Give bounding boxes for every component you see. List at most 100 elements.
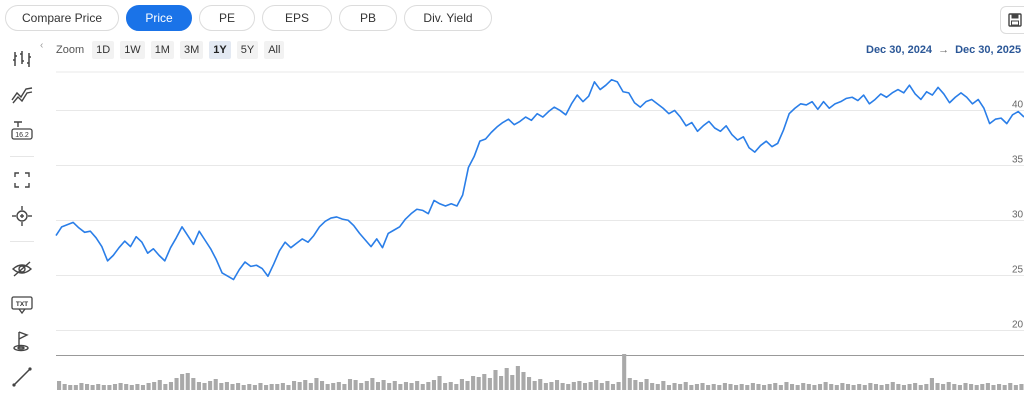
price-label-button[interactable]: 16.2 [6,115,38,147]
volume-bar [901,385,906,390]
volume-bar [431,380,436,390]
volume-bar [868,383,873,390]
volume-bar [476,377,481,390]
zoom-crosshair-icon [12,206,32,226]
zoom-3m-button[interactable]: 3M [179,41,204,59]
volume-bar [644,379,649,390]
volume-bar [806,384,811,390]
volume-bar [286,385,291,390]
volume-bar [985,383,990,390]
volume-bar [929,378,934,390]
volume-bar [594,380,599,390]
save-icon [1008,13,1022,27]
volume-bar [219,383,224,390]
text-annotation-button[interactable]: TXT [6,289,38,321]
volume-bar [62,384,67,390]
volume-bar [510,375,515,390]
volume-bar [79,383,84,390]
volume-bar [129,385,134,390]
volume-bar [482,374,487,390]
line-tool-button[interactable] [6,361,38,393]
volume-bar [359,383,364,390]
volume-bar [135,384,140,390]
volume-bar [224,382,229,390]
tab-div-yield[interactable]: Div. Yield [404,5,492,31]
volume-bar [969,384,974,390]
price-line[interactable] [55,78,1024,281]
volume-bar [314,378,319,390]
volume-bar [57,381,62,390]
volume-bar [387,383,392,390]
volume-bar [711,384,716,390]
hide-drawings-button[interactable] [6,253,38,285]
price-label-text: 16.2 [15,132,29,139]
volume-bar [185,373,190,390]
volume-bar [566,384,571,390]
volume-bar [661,381,666,390]
volume-bar [767,384,772,390]
tab-pb[interactable]: PB [339,5,397,31]
volume-bar [415,381,420,390]
volume-bar [269,384,274,390]
zoom-all-button[interactable]: All [264,41,285,59]
volume-bar [448,382,453,390]
volume-bar [347,379,353,390]
volume-bar [532,381,537,390]
volume-bar [700,383,705,390]
volume-bar [980,384,985,390]
tab-compare-price[interactable]: Compare Price [5,5,119,31]
tab-eps[interactable]: EPS [262,5,332,31]
fullscreen-button[interactable] [6,164,38,196]
volume-bar [1019,384,1024,390]
volume-bar [694,384,699,390]
y-tick-label: 30 [1012,210,1024,221]
volume-bar [157,380,162,390]
volume-bar [773,383,778,390]
volume-bar [1002,385,1007,390]
volume-bar [689,385,694,390]
volume-bar [342,384,347,390]
volume-bar [504,368,509,390]
volume-bar [426,382,431,390]
volume-bar [543,383,548,390]
volume-bar [560,383,565,390]
flag-button[interactable] [6,325,38,357]
volume-bar [336,382,341,390]
zoom-1y-button[interactable]: 1Y [209,41,231,59]
volume-bar [381,380,386,390]
volume-bar [817,384,823,390]
indicators-button[interactable] [6,43,38,75]
volume-bar [538,379,543,390]
zoom-5y-button[interactable]: 5Y [236,41,259,59]
volume-bar [946,382,951,390]
volume-bar [202,383,207,390]
collapse-toolbar-button[interactable]: ‹ [40,40,44,51]
volume-bar [353,380,358,390]
indicators-icon [13,51,31,67]
y-tick-label: 35 [1012,155,1024,166]
volume-bar [896,384,901,390]
zoom-1w-button[interactable]: 1W [120,41,145,59]
tab-pe[interactable]: PE [199,5,255,31]
svg-text:TXT: TXT [16,301,28,308]
volume-bar [873,384,879,390]
trend-line-button[interactable] [6,79,38,111]
zoom-1d-button[interactable]: 1D [92,41,115,59]
volume-bar [997,384,1002,390]
zoom-crosshair-button[interactable] [6,200,38,232]
volume-bar [717,385,722,390]
zoom-1m-button[interactable]: 1M [150,41,174,59]
volume-bar [124,384,129,390]
volume-bar [890,382,895,390]
volume-bar [633,380,638,390]
volume-bar [879,385,884,390]
volume-bar [73,385,78,390]
volume-bar [420,384,425,390]
volume-bar [146,383,151,390]
volume-bar [845,384,851,390]
save-chart-button[interactable] [1000,6,1024,34]
date-range[interactable]: Dec 30, 2024 → Dec 30, 2025 [866,44,1021,56]
grid-layer [56,71,1024,356]
tab-price[interactable]: Price [126,5,192,31]
